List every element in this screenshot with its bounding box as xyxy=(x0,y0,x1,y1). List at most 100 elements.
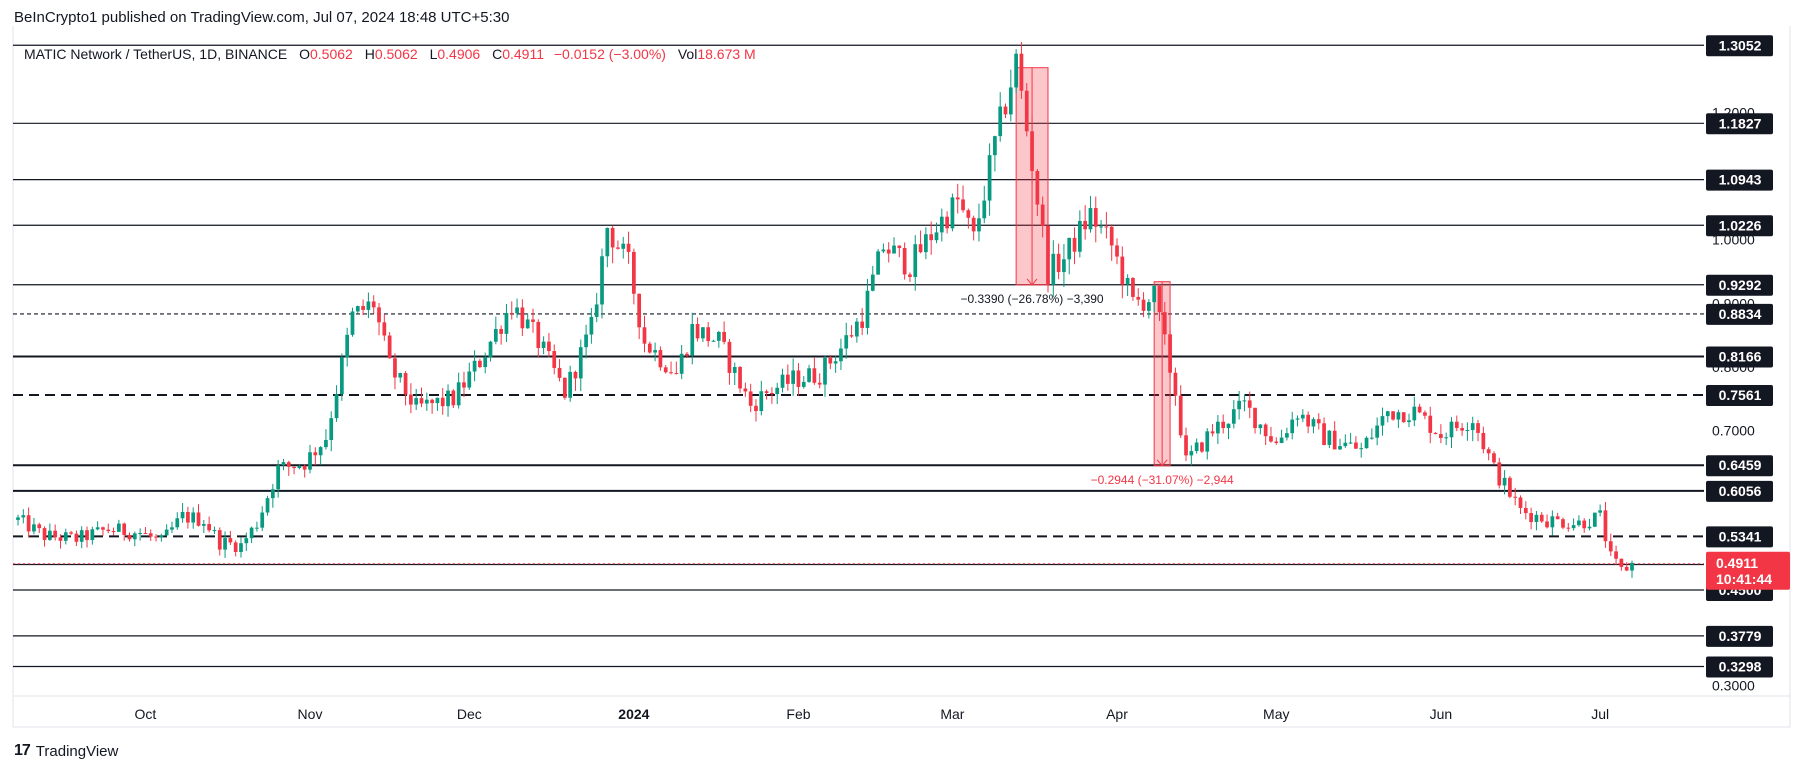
level-label[interactable]: 0.3298 xyxy=(1719,659,1762,675)
candle-body xyxy=(1067,237,1072,260)
candle-body xyxy=(589,316,594,335)
candle-body xyxy=(1306,414,1310,427)
time-tick-label: Mar xyxy=(940,706,964,722)
candle-body xyxy=(1486,449,1491,454)
price-axis[interactable]: 1.20001.00000.90000.80000.70000.30001.30… xyxy=(1706,35,1790,694)
close-label: C xyxy=(492,46,503,62)
level-label[interactable]: 1.1827 xyxy=(1719,115,1762,131)
candle-body xyxy=(451,390,456,406)
candle-body xyxy=(42,528,47,540)
candle-body xyxy=(791,370,796,384)
time-tick-label: Feb xyxy=(786,706,810,722)
candle-body xyxy=(632,251,636,294)
candle-body xyxy=(1587,526,1592,529)
time-tick-label: Oct xyxy=(135,706,157,722)
candle-body xyxy=(26,515,31,532)
candle-body xyxy=(1369,437,1374,439)
level-label[interactable]: 0.5341 xyxy=(1719,528,1762,544)
candle-body xyxy=(85,530,89,541)
candle-body xyxy=(817,382,822,385)
candle-body xyxy=(308,452,312,470)
candle-body xyxy=(568,371,573,398)
level-label[interactable]: 0.7561 xyxy=(1719,387,1762,403)
candle-body xyxy=(711,340,716,342)
high-label: H xyxy=(364,46,375,62)
candle-body xyxy=(1136,296,1141,300)
candle-body xyxy=(886,249,891,254)
candle-body xyxy=(1210,431,1215,434)
candle-body xyxy=(79,530,84,542)
candle-body xyxy=(1263,424,1268,437)
candle-body xyxy=(785,374,790,384)
level-label[interactable]: 0.6056 xyxy=(1719,483,1762,499)
candle-body xyxy=(361,306,365,310)
candle-body xyxy=(175,518,180,528)
candle-body xyxy=(727,341,732,373)
candle-body xyxy=(1407,420,1411,423)
candle-body xyxy=(1056,253,1061,273)
price-tick-label: 0.3000 xyxy=(1712,678,1755,694)
candle-body xyxy=(292,466,296,469)
candle-body xyxy=(1364,437,1369,449)
level-label[interactable]: 0.6459 xyxy=(1719,457,1762,473)
candle-body xyxy=(366,301,371,310)
candle-body xyxy=(1502,477,1507,486)
level-label[interactable]: 0.3779 xyxy=(1719,628,1762,644)
candle-body xyxy=(419,398,424,404)
level-label-bg xyxy=(1706,385,1773,407)
candle-body xyxy=(424,399,429,404)
candle-body xyxy=(1269,436,1273,442)
time-axis[interactable]: Oct Nov Dec 2024 Feb Mar Apr May Jun Jul xyxy=(135,706,1610,722)
price-tick-label: 0.7000 xyxy=(1712,423,1755,439)
candle-body xyxy=(1019,53,1024,91)
candle-body xyxy=(982,200,987,219)
candle-body xyxy=(1131,278,1135,297)
candle-body xyxy=(244,538,249,544)
candle-body xyxy=(828,357,833,364)
candle-body xyxy=(1152,285,1157,303)
level-label[interactable]: 0.8166 xyxy=(1719,348,1762,364)
candle-body xyxy=(807,368,811,382)
level-label[interactable]: 1.3052 xyxy=(1719,37,1762,53)
candle-body xyxy=(839,348,843,362)
candle-body xyxy=(1008,87,1013,115)
candle-body xyxy=(1577,520,1581,526)
candle-body xyxy=(1449,421,1454,438)
candle-body xyxy=(1014,53,1018,88)
level-label[interactable]: 1.0943 xyxy=(1719,172,1762,188)
candle-body xyxy=(398,373,403,378)
candle-body xyxy=(743,388,748,392)
candle-body xyxy=(775,387,780,395)
candle-body xyxy=(1099,226,1103,228)
candle-body xyxy=(1003,106,1008,115)
candle-body xyxy=(1295,418,1300,420)
candle-body xyxy=(626,243,631,252)
close-value: 0.4911 xyxy=(502,46,544,62)
candle-body xyxy=(1141,299,1146,311)
tradingview-brand[interactable]: 17 TradingView xyxy=(14,742,118,760)
candle-body xyxy=(770,392,774,395)
candle-body xyxy=(552,351,557,368)
time-tick-label: May xyxy=(1263,706,1289,722)
candle-body xyxy=(239,543,243,552)
candle-body xyxy=(467,371,472,388)
candle-body xyxy=(164,529,169,536)
symbol-name[interactable]: MATIC Network / TetherUS, 1D, BINANCE xyxy=(24,46,288,62)
candle-body xyxy=(1396,412,1401,420)
level-label[interactable]: 1.0226 xyxy=(1719,217,1762,233)
candle-body xyxy=(562,377,567,398)
candle-body xyxy=(276,465,281,490)
level-label[interactable]: 0.8834 xyxy=(1719,306,1762,322)
level-label-bg xyxy=(1706,113,1773,135)
candle-body xyxy=(966,210,971,218)
level-label[interactable]: 0.9292 xyxy=(1719,277,1762,293)
drop-measure-label: −0.2944 (−31.07%) −2,944 xyxy=(1091,473,1234,487)
candle-body xyxy=(1539,514,1544,522)
level-label-bg xyxy=(1706,215,1773,237)
candle-body xyxy=(1444,437,1449,439)
candle-body xyxy=(993,136,997,156)
candle-body xyxy=(403,373,408,395)
candle-body xyxy=(249,527,254,539)
candle-body xyxy=(95,527,100,530)
